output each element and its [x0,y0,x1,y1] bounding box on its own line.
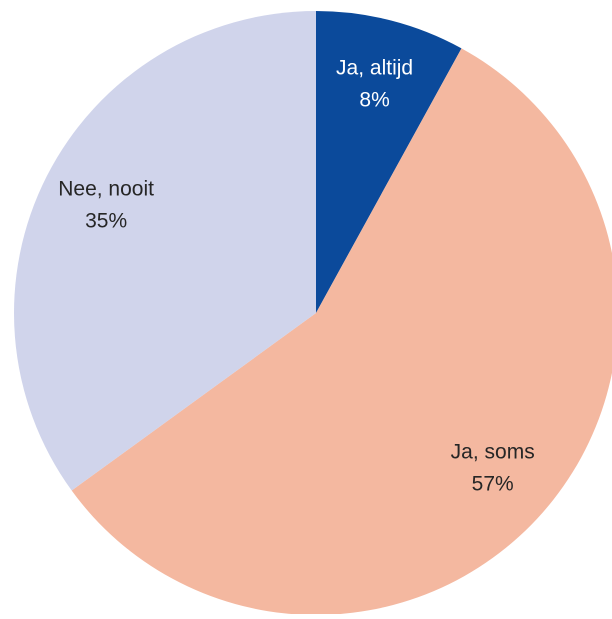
pie-slice [316,11,462,313]
pie-slice [71,48,612,615]
slice-label: Ja, altijd [336,56,413,79]
slice-value-label: 35% [85,210,127,233]
slice-label: Nee, nooit [58,178,154,201]
slice-value-label: 8% [359,88,389,111]
slice-label: Ja, soms [451,440,535,463]
pie-slice [14,11,317,491]
slice-value-label: 57% [472,472,514,495]
